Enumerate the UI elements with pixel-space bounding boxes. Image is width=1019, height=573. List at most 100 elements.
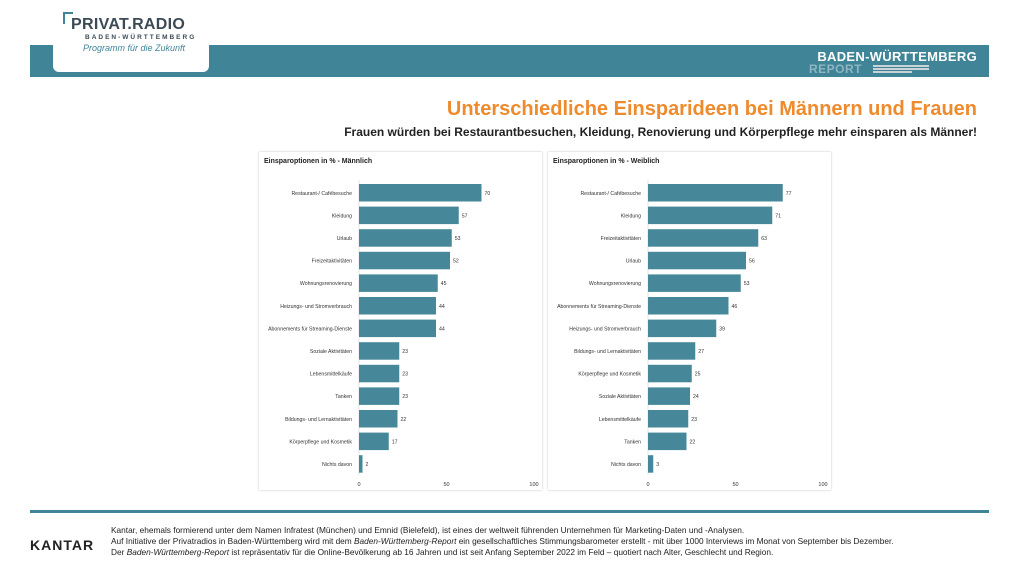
- privat-radio-logo: PRIVAT.RADIO BADEN-WÜRTTEMBERG Programm …: [53, 6, 209, 72]
- logo-bracket-icon: [63, 12, 73, 24]
- bar: [648, 387, 690, 405]
- category-label: Urlaub: [626, 259, 641, 265]
- bar: [648, 229, 759, 247]
- bar: [359, 342, 400, 360]
- bar-chart-male: Restaurant-/ Cafébesuche 70 Kleidung 57 Urla…: [268, 180, 539, 488]
- category-label: Wohnungsrenovierung: [589, 281, 641, 287]
- category-label: Abonnements für Streaming-Dienste: [557, 304, 641, 310]
- bar: [359, 274, 438, 292]
- category-label: Kleidung: [332, 213, 352, 219]
- category-label: Soziale Aktivitäten: [599, 394, 641, 400]
- bar: [648, 364, 692, 383]
- data-label: 3: [656, 462, 659, 468]
- data-label: 39: [719, 326, 725, 332]
- category-label: Heizungs- und Stromverbrauch: [569, 326, 641, 332]
- data-label: 23: [691, 417, 697, 423]
- bar: [648, 274, 741, 292]
- data-label: 23: [402, 394, 408, 400]
- bar: [648, 432, 687, 451]
- category-label: Kleidung: [621, 213, 641, 219]
- bar: [648, 251, 746, 270]
- data-label: 52: [453, 259, 459, 265]
- x-tick-label: 100: [529, 482, 538, 488]
- category-label: Wohnungsrenovierung: [300, 281, 352, 287]
- data-label: 23: [402, 372, 408, 378]
- data-label: 57: [462, 213, 468, 219]
- x-tick-label: 0: [646, 482, 649, 488]
- page-subheadline: Frauen würden bei Restaurantbesuchen, Kl…: [344, 125, 977, 139]
- report-lines-icon: [873, 65, 929, 74]
- bar: [648, 455, 654, 473]
- x-tick-label: 50: [732, 482, 738, 488]
- data-label: 53: [455, 236, 461, 242]
- chart-panel-female: Einsparoptionen in % - Weiblich Restaura…: [548, 152, 831, 490]
- data-label: 22: [401, 417, 407, 423]
- bar: [359, 387, 400, 405]
- data-label: 2: [366, 462, 369, 468]
- data-label: 27: [698, 349, 704, 355]
- data-label: 44: [439, 326, 445, 332]
- bar: [359, 410, 398, 428]
- category-label: Bildungs- und Lernaktivitäten: [285, 417, 352, 423]
- category-label: Lebensmittelkäufe: [310, 372, 352, 378]
- footer-line-3: Der Baden-Württemberg-Report ist repräse…: [111, 547, 774, 557]
- bar: [359, 364, 400, 383]
- bar: [648, 319, 717, 338]
- category-label: Freizeitaktivitäten: [312, 259, 352, 265]
- bar: [648, 184, 783, 202]
- category-label: Soziale Aktivitäten: [310, 349, 352, 355]
- bar-chart-female: Restaurant-/ Cafébesuche 77 Kleidung 71 Frei…: [557, 180, 828, 488]
- bar: [648, 206, 773, 225]
- bar: [359, 229, 452, 247]
- chart-title: Einsparoptionen in % - Männlich: [264, 158, 373, 165]
- report-title: BADEN-WÜRTTEMBERG: [817, 49, 977, 64]
- logo-tagline: Programm für die Zukunft: [83, 43, 186, 53]
- data-label: 45: [441, 281, 447, 287]
- bar: [648, 342, 696, 360]
- bar: [359, 432, 389, 451]
- kantar-logo: KANTAR: [30, 537, 95, 553]
- data-label: 23: [402, 349, 408, 355]
- data-label: 77: [786, 191, 792, 197]
- chart-title: Einsparoptionen in % - Weiblich: [553, 158, 660, 165]
- category-label: Restaurant-/ Cafébesuche: [291, 191, 352, 197]
- page-headline: Unterschiedliche Einsparideen bei Männer…: [446, 98, 977, 120]
- category-label: Lebensmittelkäufe: [599, 417, 641, 423]
- data-label: 17: [392, 439, 398, 445]
- bar: [359, 206, 459, 225]
- footer-line-2: Auf Initiative der Privatradios in Baden…: [111, 536, 894, 546]
- chart-panel-male: Einsparoptionen in % - Männlich Restaura…: [259, 152, 542, 490]
- logo-subtitle: BADEN-WÜRTTEMBERG: [85, 34, 197, 41]
- data-label: 22: [690, 439, 696, 445]
- category-label: Heizungs- und Stromverbrauch: [280, 304, 352, 310]
- data-label: 53: [744, 281, 750, 287]
- data-label: 70: [485, 191, 491, 197]
- category-label: Tanken: [335, 394, 352, 400]
- logo-title: PRIVAT.RADIO: [71, 16, 186, 33]
- data-label: 24: [693, 394, 699, 400]
- category-label: Nichts davon: [611, 462, 641, 468]
- x-tick-label: 50: [443, 482, 449, 488]
- bar: [648, 297, 729, 315]
- report-subtitle: REPORT: [809, 62, 863, 76]
- bar: [359, 297, 436, 315]
- data-label: 63: [761, 236, 767, 242]
- category-label: Urlaub: [337, 236, 352, 242]
- x-tick-label: 0: [357, 482, 360, 488]
- bar: [359, 319, 436, 338]
- category-label: Freizeitaktivitäten: [601, 236, 641, 242]
- data-label: 71: [775, 213, 781, 219]
- bar: [648, 410, 689, 428]
- category-label: Abonnements für Streaming-Dienste: [268, 326, 352, 332]
- data-label: 25: [695, 372, 701, 378]
- data-label: 44: [439, 304, 445, 310]
- footer-line-1: Kantar, ehemals formierend unter dem Nam…: [111, 525, 745, 535]
- category-label: Bildungs- und Lernaktivitäten: [574, 349, 641, 355]
- category-label: Tanken: [624, 439, 641, 445]
- category-label: Körperpflege und Kosmetik: [578, 372, 641, 378]
- category-label: Nichts davon: [322, 462, 352, 468]
- category-label: Körperpflege und Kosmetik: [289, 439, 352, 445]
- bar: [359, 184, 482, 202]
- data-label: 46: [732, 304, 738, 310]
- category-label: Restaurant-/ Cafébesuche: [580, 191, 641, 197]
